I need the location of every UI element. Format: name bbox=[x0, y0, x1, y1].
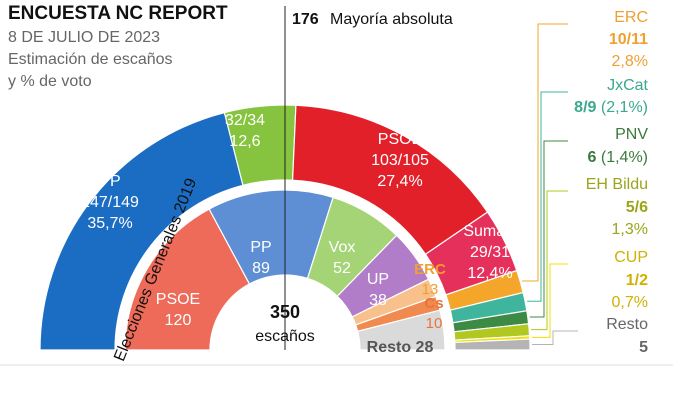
segment-name: Cs bbox=[424, 295, 443, 312]
chart-subtitle: 8 DE JULIO DE 2023 bbox=[8, 29, 160, 46]
party-label: 8/9 (2,1%) bbox=[574, 99, 648, 116]
party-label: 5 bbox=[639, 339, 648, 356]
segment-name: Vox bbox=[329, 239, 356, 256]
majority-label: Mayoría absoluta bbox=[330, 11, 453, 28]
description: y % de voto bbox=[8, 73, 92, 90]
segment-label: Resto 28 bbox=[367, 339, 434, 356]
party-share: 1,3% bbox=[612, 221, 648, 238]
segment-name: UP bbox=[367, 271, 389, 288]
segment bbox=[124, 208, 251, 351]
party-name: JxCat bbox=[607, 77, 648, 94]
segment-name: Sumar* bbox=[463, 223, 516, 240]
segment bbox=[356, 309, 446, 351]
party-seats: 5 bbox=[639, 339, 648, 356]
chart-title: ENCUESTA NC REPORT bbox=[8, 3, 228, 24]
party-label: 6 (1,4%) bbox=[588, 149, 648, 166]
segment-value: 13 bbox=[422, 281, 439, 298]
segment-name: ERC bbox=[414, 261, 446, 278]
party-name: CUP bbox=[614, 249, 648, 266]
segment-seats: 29/31 bbox=[470, 244, 510, 261]
leader-line bbox=[522, 23, 568, 282]
segment-name: Resto bbox=[367, 339, 412, 356]
segment-value: 52 bbox=[333, 260, 351, 277]
center-label: escaños bbox=[255, 328, 315, 345]
segment-value: 38 bbox=[369, 292, 387, 309]
segment-share: 35,7% bbox=[87, 215, 132, 232]
segment bbox=[454, 338, 531, 351]
party-name: Resto bbox=[606, 316, 648, 333]
center-value: 350 bbox=[270, 302, 300, 322]
segment-name: Vox bbox=[232, 91, 259, 108]
segment-name: PP bbox=[250, 239, 271, 256]
description: Estimación de escaños bbox=[8, 51, 173, 68]
leader-line bbox=[531, 330, 578, 345]
party-seats: 8/9 bbox=[574, 99, 596, 116]
segment-share: 27,4% bbox=[377, 173, 422, 190]
party-seats: 6 bbox=[588, 149, 597, 166]
segment-value: 89 bbox=[252, 260, 270, 277]
party-name: PNV bbox=[615, 126, 648, 143]
party-name: EH Bildu bbox=[586, 176, 648, 193]
segment-name: PSOE bbox=[378, 131, 422, 148]
segment-share: 12,6 bbox=[229, 133, 260, 150]
leader-line bbox=[527, 91, 568, 302]
segment-value: 10 bbox=[426, 315, 443, 332]
party-seats: 10/11 bbox=[609, 31, 648, 48]
party-seats: 5/6 bbox=[626, 199, 648, 216]
leader-line bbox=[529, 140, 568, 318]
segment-value: 120 bbox=[165, 312, 192, 329]
leader-line bbox=[531, 190, 568, 331]
segment-name: PSOE bbox=[156, 291, 200, 308]
party-seats: 1/2 bbox=[626, 272, 648, 289]
party-share: 0,7% bbox=[612, 294, 648, 311]
segment-value: 28 bbox=[416, 339, 434, 356]
party-name: ERC bbox=[614, 9, 648, 26]
party-share: (2,1%) bbox=[601, 99, 648, 116]
party-share: (1,4%) bbox=[601, 149, 648, 166]
segment-share: 12,4% bbox=[467, 265, 512, 282]
leader-line bbox=[531, 263, 568, 338]
segment-seats: 147/149 bbox=[81, 194, 139, 211]
party-share: 2,8% bbox=[612, 53, 648, 70]
segment-name: PP bbox=[99, 173, 120, 190]
majority-value: 176 bbox=[292, 11, 319, 28]
segment-seats: 32/34 bbox=[225, 112, 265, 129]
segment-seats: 103/105 bbox=[371, 152, 429, 169]
